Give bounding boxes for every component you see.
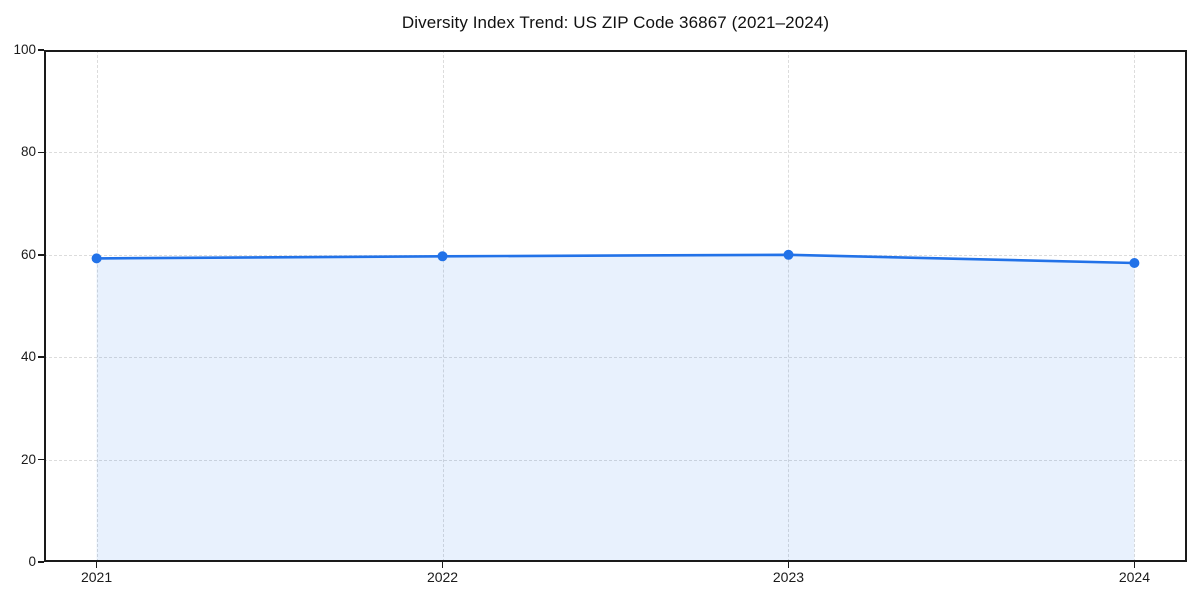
x-tick-mark — [95, 562, 98, 568]
x-tick-label: 2021 — [80, 569, 113, 585]
v-gridline — [788, 50, 790, 562]
plot-area — [44, 50, 1187, 562]
data-point-2021 — [91, 253, 102, 264]
x-tick-mark — [1133, 562, 1136, 568]
y-tick-mark — [38, 49, 44, 51]
y-tick-mark — [38, 458, 44, 461]
data-point-2022 — [437, 251, 448, 262]
area-fill — [96, 254, 1135, 562]
y-tick-label: 0 — [28, 554, 36, 569]
y-tick-mark — [38, 254, 44, 256]
y-tick-mark — [38, 356, 44, 358]
trend-line — [95, 253, 1136, 265]
y-tick-label: 20 — [20, 451, 36, 467]
data-point-2023 — [783, 249, 794, 260]
h-gridline — [44, 152, 1187, 154]
v-gridline — [442, 50, 444, 562]
y-tick-mark — [38, 151, 44, 154]
y-tick-label: 100 — [13, 42, 36, 57]
v-gridline — [96, 50, 98, 562]
chart-title: Diversity Index Trend: US ZIP Code 36867… — [401, 13, 830, 32]
data-point-2024 — [1129, 258, 1140, 268]
x-tick-mark — [787, 562, 790, 568]
x-tick-label: 2024 — [1118, 569, 1150, 585]
x-tick-mark — [441, 562, 444, 568]
y-tick-label: 80 — [20, 144, 36, 160]
v-gridline — [1134, 50, 1136, 562]
h-gridline — [44, 357, 1187, 359]
y-tick-label: 40 — [20, 349, 36, 365]
x-tick-label: 2023 — [772, 569, 805, 585]
y-tick-mark — [38, 561, 44, 563]
x-tick-label: 2022 — [426, 569, 459, 585]
h-gridline — [44, 459, 1187, 461]
trend-chart-svg — [91, 249, 1140, 562]
y-tick-label: 60 — [20, 246, 36, 262]
